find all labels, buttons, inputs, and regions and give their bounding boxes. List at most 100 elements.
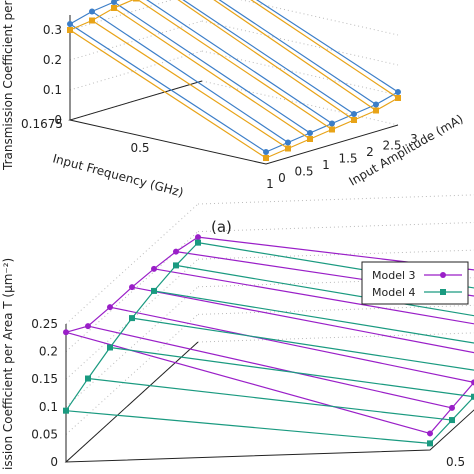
- panel-b-gridline: [197, 194, 474, 205]
- panel-b-data-point: [63, 329, 69, 336]
- panel-a-data-point: [263, 149, 269, 155]
- panel-b-z-tick-label: 0.1: [39, 400, 58, 414]
- panel-b-gridline: [65, 258, 199, 380]
- panel-b-series-line: [65, 410, 431, 444]
- panel-a-gridline: [201, 50, 399, 96]
- panel-a-data-point: [111, 0, 117, 5]
- panel-a-series-line: [91, 19, 289, 150]
- panel-b-data-point: [427, 430, 433, 437]
- panel-b-axis-frame: [64, 341, 474, 463]
- panel-a-series-line: [69, 29, 267, 159]
- panel-b-data-point: [129, 315, 135, 322]
- panel-b-data-point: [195, 234, 201, 241]
- panel-b-gridline: [65, 314, 199, 435]
- panel-a-data-point: [373, 101, 379, 108]
- panel-a-label: (a): [211, 218, 232, 236]
- panel-a-z-axis-label: Transmission Coefficient per: [1, 1, 15, 171]
- panel-a-y-tick-label: 2: [366, 145, 374, 159]
- panel-a-gridline: [69, 50, 203, 91]
- panel-b-gridline: [197, 304, 474, 315]
- panel-b-data-point: [151, 265, 157, 272]
- panel-a-series-line: [113, 1, 311, 134]
- panel-a-x-tick-label: 1: [266, 177, 274, 191]
- panel-a-data-point: [111, 5, 117, 11]
- panel-a-gridline: [69, 0, 174, 31]
- panel-b-gridline: [197, 277, 474, 288]
- panel-a-data-point: [285, 139, 291, 146]
- panel-b-data-point: [471, 379, 474, 386]
- panel-a-x-tick-label: 0.1675: [21, 117, 63, 131]
- panel-a-series-line: [177, 0, 355, 121]
- panel-a-series-line: [69, 23, 267, 153]
- panel-b-z-tick-label: 0.2: [39, 345, 58, 359]
- panel-b-series-line: [131, 286, 474, 354]
- panel-a-data-point: [351, 111, 357, 117]
- panel-b-gridline: [197, 249, 474, 260]
- panel-a-series-edge: [69, 0, 135, 31]
- panel-a-data-point: [373, 107, 379, 114]
- panel-b-data-point: [151, 287, 157, 294]
- panel-b-chart: ission Coefficient per Area T (μm⁻²) 0 0.…: [1, 194, 474, 470]
- panel-b-legend-label: Model 4: [372, 286, 416, 299]
- panel-a-data-point: [285, 145, 291, 152]
- panel-b-data-point: [427, 440, 433, 447]
- panel-b-series-line: [175, 264, 474, 317]
- panel-a-y-tick-label: 1.5: [338, 152, 357, 166]
- panel-a-series-line: [137, 0, 333, 130]
- panel-b-data-point: [471, 393, 474, 400]
- panel-a-z-tick-label: 0: [54, 113, 62, 127]
- panel-a-data-point: [351, 117, 357, 123]
- panel-a-series-line: [213, 0, 377, 111]
- panel-a-y-tick-label: 3: [410, 132, 418, 146]
- panel-b-series-line: [153, 290, 474, 344]
- panel-a-z-tick-label: 0.3: [43, 23, 62, 37]
- panel-b-series-line: [87, 325, 453, 409]
- panel-b-gridline: [65, 203, 199, 325]
- panel-b-data-point: [107, 304, 113, 311]
- panel-a-gridline: [201, 20, 399, 66]
- panel-a-data-point: [395, 95, 401, 101]
- panel-b-legend-marker: [440, 272, 446, 278]
- panel-b-z-tick-label: 0: [50, 455, 58, 469]
- panel-a-series-line: [113, 7, 311, 140]
- panel-b-gridline: [65, 286, 199, 408]
- panel-b-series-line: [109, 306, 474, 383]
- panel-b-z-axis-label: ission Coefficient per Area T (μm⁻²): [1, 258, 15, 470]
- panel-b-series-line: [87, 377, 453, 421]
- panel-b-data-point: [173, 248, 179, 255]
- panel-a-chart: Transmission Coefficient per Input Frequ…: [1, 0, 466, 236]
- panel-b-data-point: [85, 323, 91, 330]
- panel-a-data-point: [67, 21, 73, 27]
- panel-b-series-line: [131, 317, 474, 371]
- panel-a-data-point: [395, 89, 401, 95]
- panel-a-z-tick-label: 0.1: [43, 83, 62, 97]
- panel-a-axis-frame: [68, 80, 399, 165]
- panel-b-y-tick-label: 0.5: [446, 455, 465, 469]
- panel-a-gridline: [201, 80, 399, 126]
- panel-b-data-point: [195, 239, 201, 246]
- panel-b-data-point: [85, 375, 91, 382]
- panel-a-data-point: [67, 27, 73, 33]
- panel-a-data-point: [263, 155, 269, 161]
- panel-a-data-point: [89, 17, 95, 24]
- panel-b-z-tick-label: 0.15: [31, 372, 58, 386]
- panel-b-z-tick-label: 0.05: [31, 427, 58, 441]
- panel-b-gridline: [197, 222, 474, 233]
- panel-a-data-point: [133, 0, 139, 2]
- panel-b-data-point: [129, 284, 135, 291]
- panel-a-series-line: [218, 0, 377, 105]
- panel-b-data-point: [173, 262, 179, 269]
- panel-a-x-axis-label: Input Frequency (GHz): [51, 151, 185, 199]
- panel-b-data-point: [63, 407, 69, 414]
- panel-b-series-line: [109, 346, 474, 398]
- panel-b-data-point: [449, 404, 455, 411]
- panel-b-series-line: [175, 251, 474, 297]
- panel-b-series-line: [197, 236, 474, 271]
- panel-b-legend-marker: [440, 289, 446, 295]
- panel-a-data-point: [307, 130, 313, 136]
- panel-b-legend-box: [361, 261, 469, 305]
- panel-a-y-tick-label: 2.5: [382, 139, 401, 153]
- panel-b-series-line: [153, 268, 474, 325]
- panel-a-data-point: [307, 136, 313, 142]
